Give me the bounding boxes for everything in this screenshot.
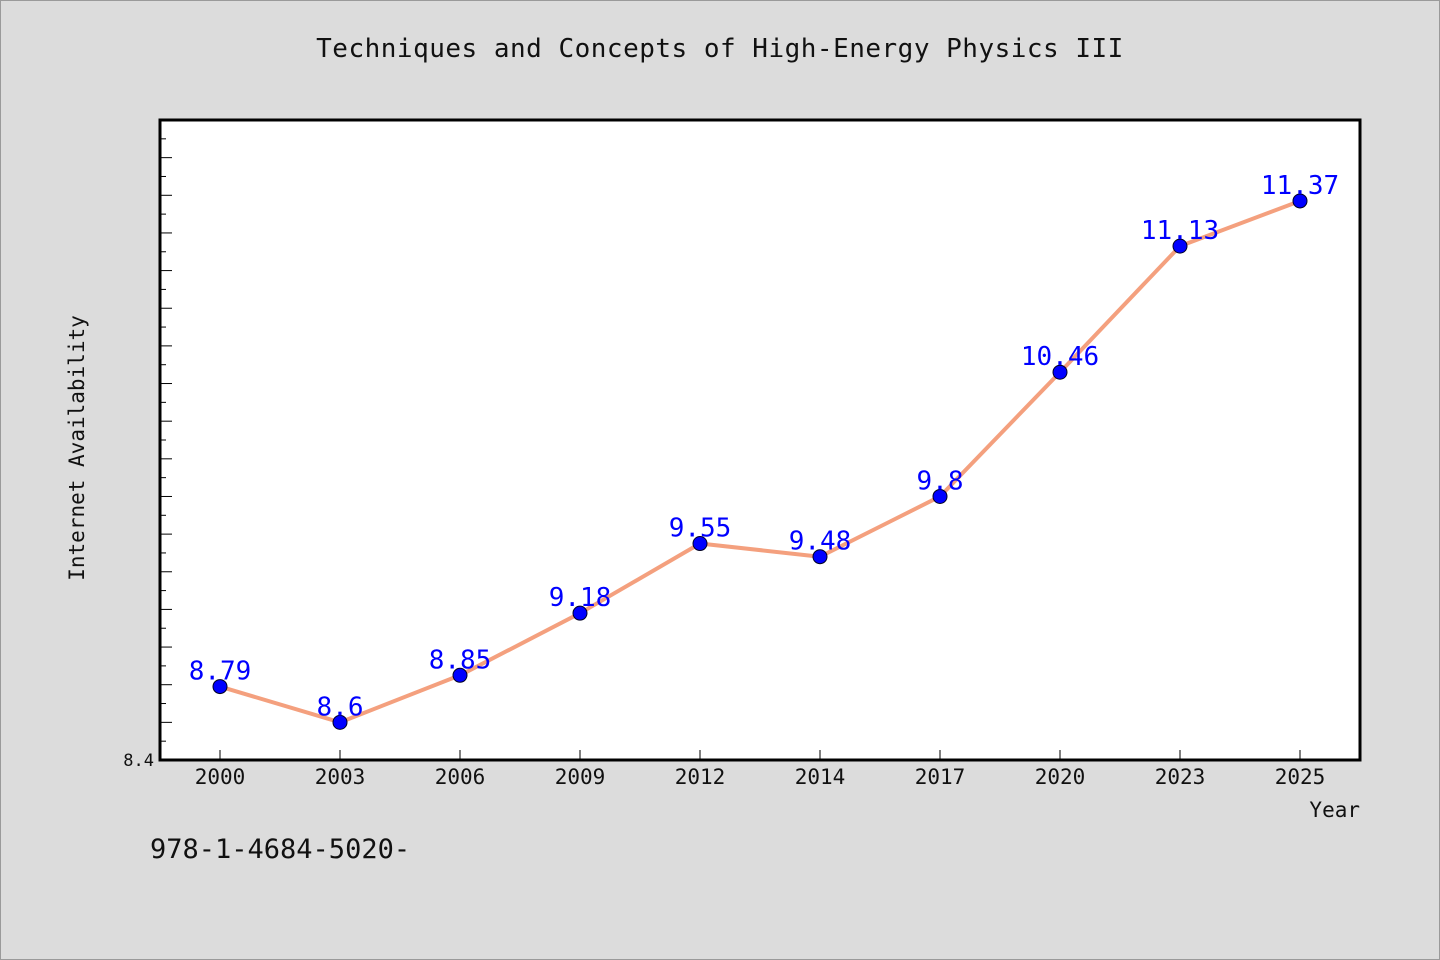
x-tick-label: 2014 — [795, 765, 846, 789]
data-label: 9.48 — [789, 527, 852, 557]
data-point — [572, 605, 588, 621]
data-label: 10.46 — [1021, 342, 1099, 372]
data-point — [332, 714, 348, 730]
chart-title: Techniques and Concepts of High-Energy P… — [316, 34, 1124, 64]
x-tick-label: 2009 — [555, 765, 606, 789]
data-label: 8.85 — [429, 645, 492, 675]
y-tick-label: 8.4 — [123, 751, 154, 771]
data-label: 9.55 — [669, 514, 732, 544]
series-line — [219, 199, 1301, 725]
data-label: 11.37 — [1261, 171, 1339, 201]
plot-area — [158, 118, 1362, 762]
x-tick-label: 2023 — [1155, 765, 1206, 789]
x-tick-label: 2025 — [1275, 765, 1326, 789]
x-tick-label: 2000 — [195, 765, 246, 789]
data-point — [812, 549, 828, 565]
data-label: 11.13 — [1141, 216, 1219, 246]
footer-isbn-text: 978-1-4684-5020- — [150, 834, 411, 865]
data-point — [212, 679, 228, 695]
x-tick-label: 2020 — [1035, 765, 1086, 789]
x-tick-label: 2003 — [315, 765, 366, 789]
x-tick-label: 2012 — [675, 765, 726, 789]
data-point — [692, 536, 708, 552]
data-label: 8.79 — [189, 657, 252, 687]
x-tick-label: 2017 — [915, 765, 966, 789]
data-label: 9.18 — [549, 583, 612, 613]
data-point — [932, 488, 948, 504]
data-point — [452, 667, 468, 683]
data-point — [1292, 193, 1308, 209]
y-axis-title: Internet Availability — [65, 315, 89, 581]
data-label: 9.8 — [917, 466, 964, 496]
data-point — [1172, 238, 1188, 254]
x-tick-label: 2006 — [435, 765, 486, 789]
x-axis-title: Year — [1309, 798, 1360, 822]
data-label: 8.6 — [317, 692, 364, 722]
data-point — [1052, 364, 1068, 380]
